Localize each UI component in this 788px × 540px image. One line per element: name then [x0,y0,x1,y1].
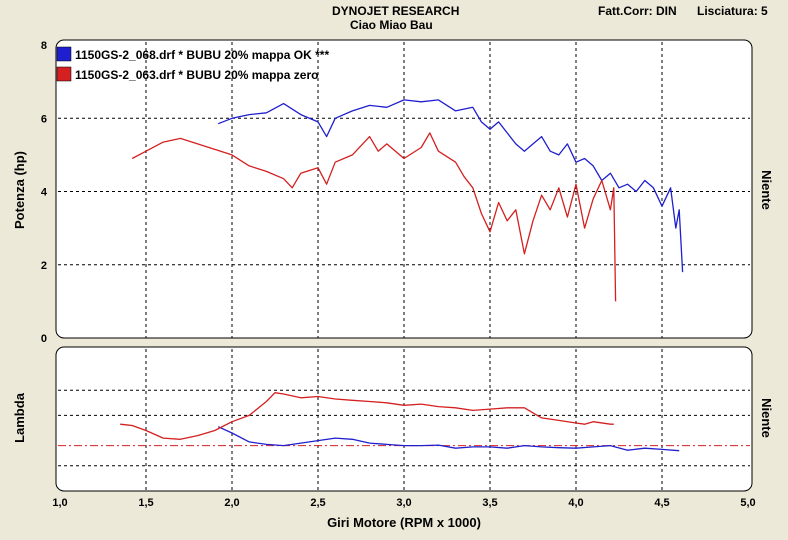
y-tick-label: 8 [41,40,47,52]
power-series-068 [217,99,684,273]
legend-swatch [56,66,72,82]
x-axis-title: Giri Motore (RPM x 1000) [327,515,481,530]
power-y-axis-title: Potenza (hp) [12,151,27,229]
lambda-plot-frame [55,346,753,492]
y-tick-label: 6 [41,113,47,125]
chart-subtitle: Ciao Miao Bau [350,18,433,32]
x-tick-label: 4,0 [568,497,583,509]
power-right-label: Niente [759,170,774,210]
y-tick-label: 2 [41,260,47,272]
legend-label: 1150GS-2_068.drf * BUBU 20% mappa OK *** [75,48,329,62]
x-tick-label: 2,0 [224,497,239,509]
power-series-063 [131,132,617,302]
y-tick-label: 0 [41,333,47,345]
x-tick-label: 4,5 [654,497,669,509]
lambda-series-068 [217,426,680,452]
y-tick-label: 4 [41,187,48,199]
correction-label: Fatt.Corr: DIN [598,4,677,18]
legend-swatch [56,46,72,62]
lambda-y-axis-title: Lambda [12,392,27,443]
legend-label: 1150GS-2_063.drf * BUBU 20% mappa zero [75,68,318,82]
x-tick-label: 5,0 [740,497,755,509]
x-tick-label: 3,5 [482,497,497,509]
lambda-series-063 [120,392,614,440]
x-tick-label: 3,0 [396,497,411,509]
x-tick-label: 1,5 [138,497,153,509]
chart-title: DYNOJET RESEARCH [332,4,460,18]
x-tick-label: 1,0 [52,497,67,509]
x-tick-label: 2,5 [310,497,325,509]
smoothing-label: Lisciatura: 5 [697,4,768,18]
lambda-right-label: Niente [759,398,774,438]
